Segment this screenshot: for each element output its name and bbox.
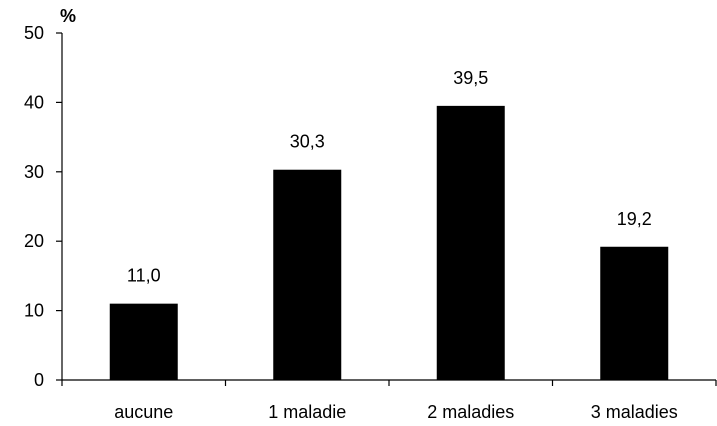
y-tick-label: 40 [24, 92, 44, 112]
y-tick-label: 0 [34, 370, 44, 390]
bar [273, 169, 342, 380]
bar [436, 105, 505, 381]
x-tick-label: 1 maladie [268, 402, 346, 422]
value-labels: 11,0 30,3 39,5 19,2 [127, 68, 652, 286]
bar-value-label: 30,3 [290, 132, 325, 152]
x-tick-label: aucune [114, 402, 173, 422]
y-axis-ticks: 0 10 20 30 40 50 [24, 23, 62, 390]
y-tick-label: 10 [24, 301, 44, 321]
y-axis-unit-label: % [60, 6, 76, 26]
category-labels: aucune 1 maladie 2 maladies 3 maladies [114, 402, 678, 422]
x-axis-ticks [61, 380, 717, 386]
y-tick-label: 20 [24, 231, 44, 251]
bar-value-label: 11,0 [127, 266, 161, 286]
bar-value-label: 39,5 [453, 68, 488, 88]
y-tick-label: 30 [24, 162, 44, 182]
x-tick-label: 2 maladies [427, 402, 514, 422]
bars [109, 105, 669, 381]
y-tick-label: 50 [24, 23, 44, 43]
bar-value-label: 19,2 [617, 209, 652, 229]
bar [600, 246, 669, 380]
x-tick-label: 3 maladies [591, 402, 678, 422]
bar [109, 303, 178, 380]
